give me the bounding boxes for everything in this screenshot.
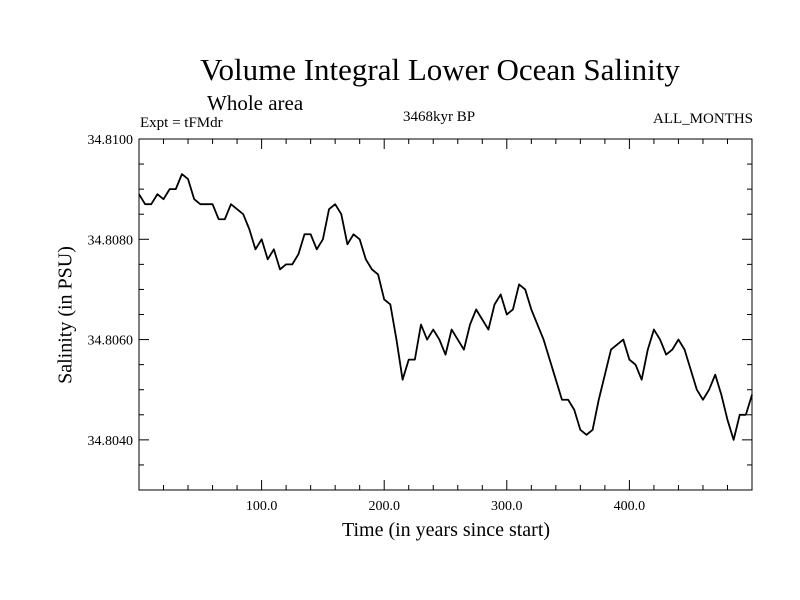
- x-tick-label: 300.0: [491, 499, 523, 514]
- tick-labels: 100.0 200.0 300.0 400.0 34.8040 34.8060 34.808…: [88, 133, 646, 514]
- y-tick-label: 34.8040: [88, 434, 134, 449]
- x-tick-label: 100.0: [246, 499, 278, 514]
- chart-plot-area: 100.0 200.0 300.0 400.0 34.8040 34.8060 34.808…: [0, 0, 800, 600]
- x-tick-label: 200.0: [368, 499, 400, 514]
- plot-frame: [139, 139, 752, 490]
- series-line-salinity: [139, 174, 752, 440]
- series-group: [139, 174, 752, 440]
- tick-marks: [139, 139, 752, 490]
- y-tick-label: 34.8080: [88, 233, 134, 248]
- y-tick-label: 34.8060: [88, 334, 134, 349]
- y-tick-label: 34.8100: [88, 133, 134, 148]
- x-tick-label: 400.0: [614, 499, 646, 514]
